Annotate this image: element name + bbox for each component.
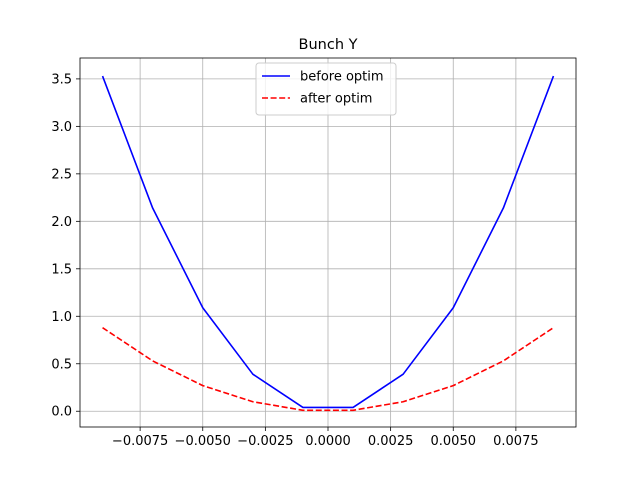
x-tick-label: 0.0075 [493, 434, 539, 449]
legend-label: before optim [300, 70, 384, 85]
x-tick-label: 0.0000 [305, 434, 351, 449]
series-lines [101, 75, 555, 412]
y-tick-label: 3.0 [51, 120, 72, 135]
axis-ticks: −0.0075 −0.0050 −0.0025 0.0000 0.0025 0.0050 0… [51, 72, 538, 449]
x-tick-label: 0.0050 [431, 434, 477, 449]
chart-title: Bunch Y [299, 37, 358, 53]
y-tick-label: 2.0 [51, 215, 72, 230]
y-tick-label: 2.5 [51, 167, 72, 182]
y-tick-label: 0.5 [51, 357, 72, 372]
x-tick-label: −0.0075 [112, 434, 168, 449]
legend: before optim after optim [255, 62, 397, 116]
series-line-before-optim [101, 75, 555, 409]
x-tick-label: −0.0025 [237, 434, 293, 449]
legend-box [255, 62, 397, 116]
legend-label: after optim [300, 92, 372, 107]
x-tick-label: 0.0025 [368, 434, 414, 449]
y-tick-label: 0.0 [51, 405, 72, 420]
x-tick-label: −0.0050 [175, 434, 231, 449]
y-tick-label: 1.5 [51, 262, 72, 277]
series-line-after-optim [102, 327, 554, 412]
y-tick-label: 3.5 [51, 72, 72, 87]
y-tick-label: 1.0 [51, 310, 72, 325]
